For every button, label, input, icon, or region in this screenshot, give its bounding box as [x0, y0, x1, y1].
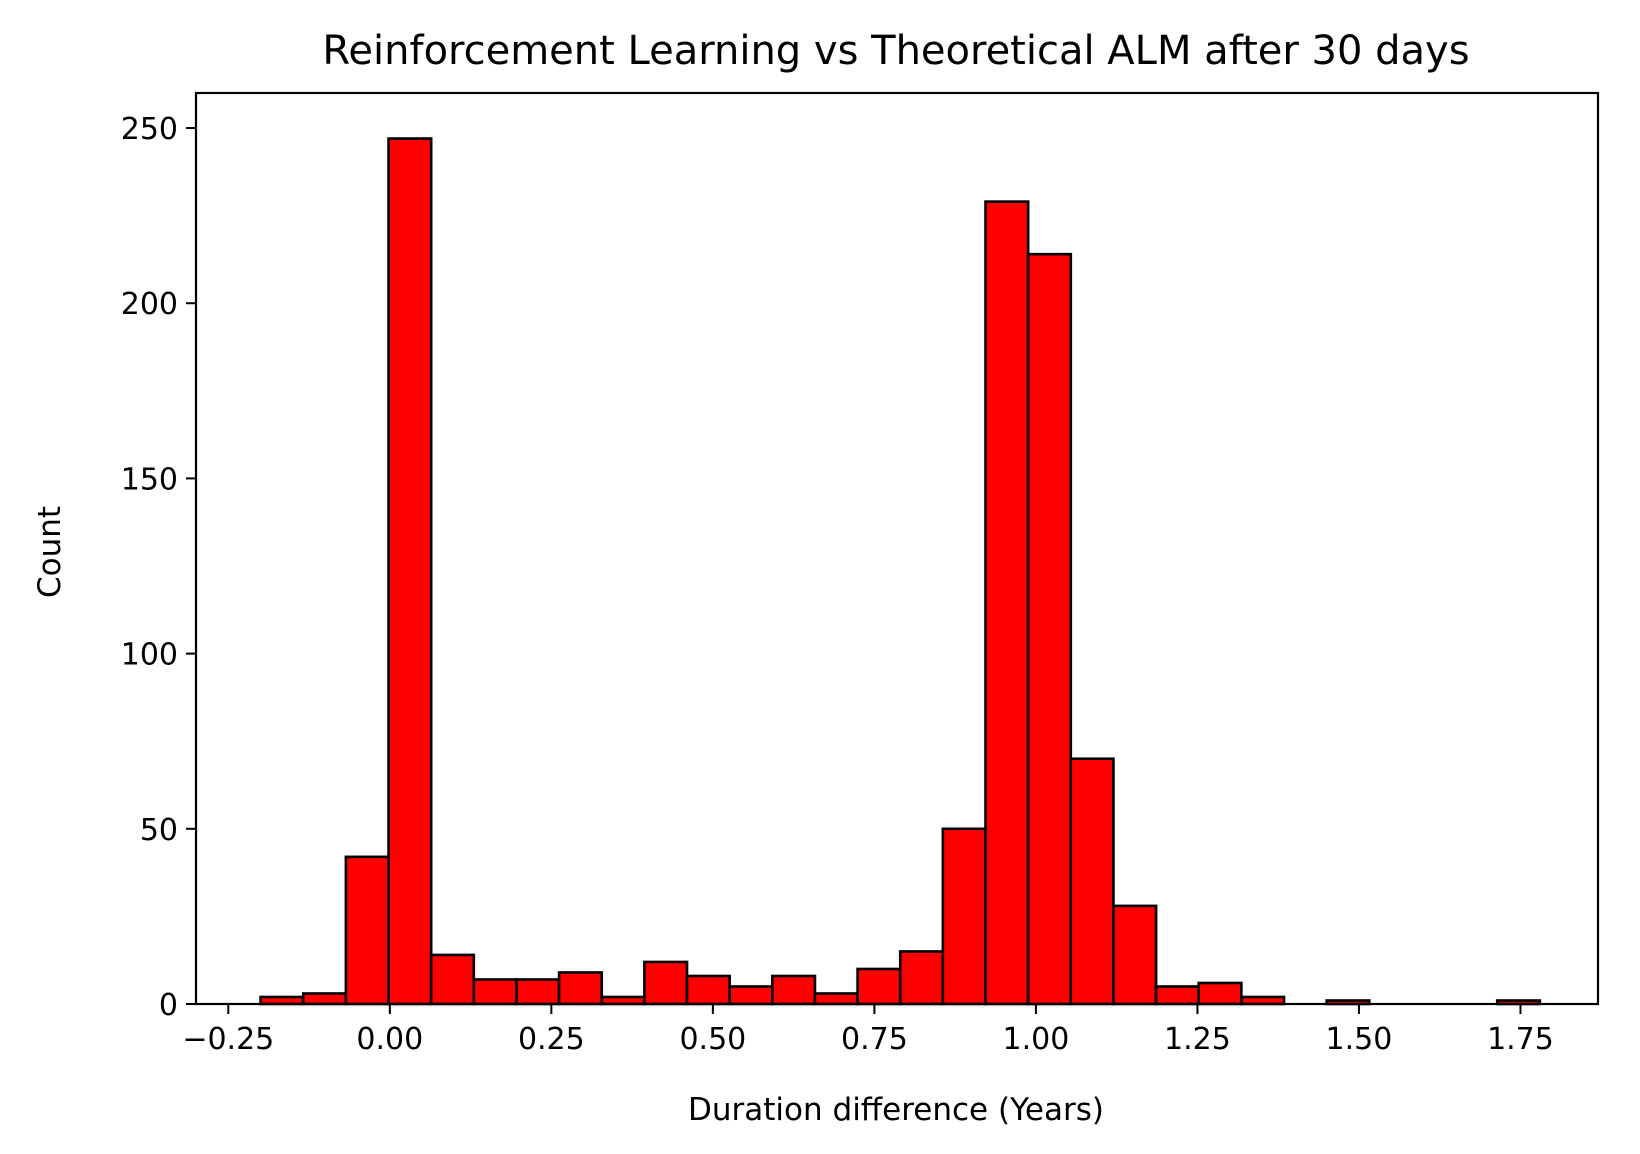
x-tick-label: 0.75	[841, 1022, 908, 1057]
x-tick-label: 1.00	[1003, 1022, 1070, 1057]
y-tick-label: 150	[121, 462, 178, 497]
histogram-bar	[941, 827, 987, 1006]
histogram-bar	[1069, 757, 1115, 1006]
y-tick-label: 0	[159, 988, 178, 1023]
histogram-bar	[1154, 985, 1201, 1006]
y-axis-ticks: 0 50 100 150 200 250	[121, 112, 196, 1023]
y-tick-label: 100	[121, 638, 178, 673]
x-tick-label: −0.25	[182, 1022, 274, 1057]
histogram-bar	[429, 953, 476, 1006]
histogram-bar	[515, 978, 561, 1006]
y-tick-label: 200	[121, 287, 178, 322]
histogram-bar	[387, 137, 433, 1006]
histogram-bar	[984, 200, 1030, 1006]
histogram-bar	[1026, 252, 1073, 1006]
histogram-bar	[813, 992, 859, 1006]
histogram-bar	[685, 974, 731, 1006]
plot-frame	[194, 91, 1600, 1006]
chart-title: Reinforcement Learning vs Theoretical AL…	[322, 28, 1469, 74]
x-tick-label: 0.25	[518, 1022, 585, 1057]
x-tick-label: 1.25	[1164, 1022, 1231, 1057]
y-axis-label: Count	[32, 506, 68, 598]
histogram-bar	[1197, 981, 1243, 1006]
histogram-bar	[771, 974, 817, 1006]
y-tick-label: 250	[121, 112, 178, 147]
y-tick-label: 50	[140, 813, 178, 848]
histogram-bar	[557, 971, 604, 1006]
x-axis-label: Duration difference (Years)	[688, 1092, 1104, 1128]
x-axis-ticks: −0.25 0.00 0.25 0.50 0.75 1.00 1.25 1.50 1.75	[182, 1004, 1554, 1057]
histogram-bar	[728, 985, 774, 1006]
x-tick-label: 1.75	[1487, 1022, 1554, 1057]
histogram-bar	[344, 855, 390, 1006]
x-tick-label: 0.50	[679, 1022, 746, 1057]
histogram-bar	[472, 978, 518, 1006]
histogram-bar	[643, 960, 689, 1006]
x-tick-label: 0.00	[356, 1022, 423, 1057]
x-tick-label: 1.50	[1326, 1022, 1393, 1057]
histogram-bar	[1112, 904, 1158, 1006]
histogram-bar	[301, 992, 348, 1006]
histogram-bar	[856, 967, 902, 1006]
histogram-bar	[898, 950, 945, 1006]
